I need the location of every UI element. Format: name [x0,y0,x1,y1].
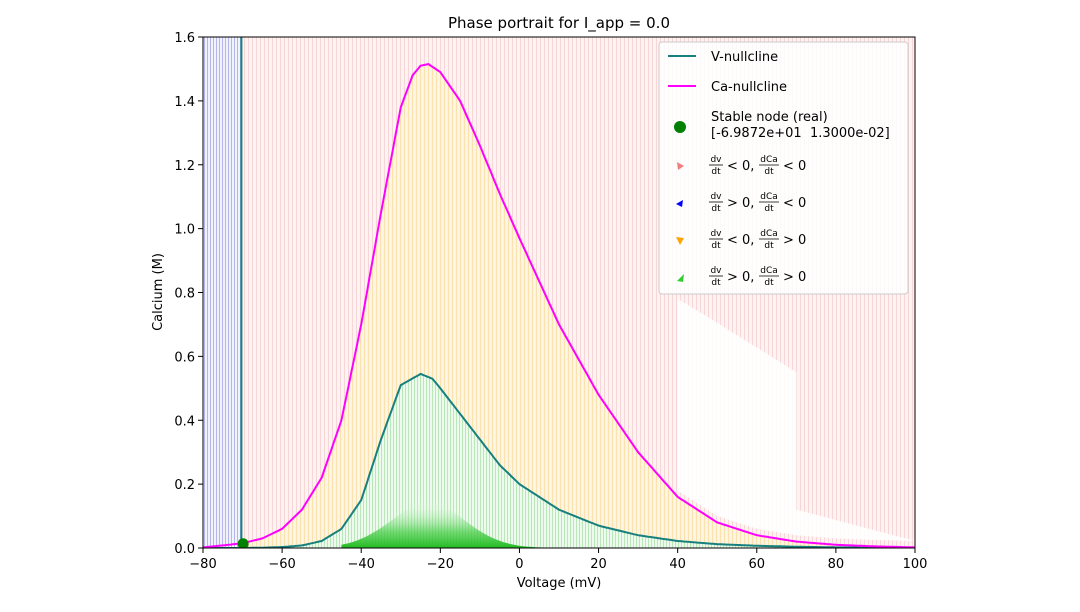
legend-r1-sign1: < 0, [727,159,754,174]
region-dv-pos-dca-neg [203,37,242,548]
sparse-field-gap [677,298,915,541]
legend-r2-dt1: dt [711,204,721,214]
legend-orange-arrow-icon [676,237,684,245]
legend-green-arrow-icon [677,274,684,282]
legend-r4-dt2: dt [764,278,774,288]
x-axis: −80 −60 −40 −20 0 20 40 60 80 100 [189,548,927,572]
legend-region-4: dv dt > 0, dCa dt > 0 [709,266,806,288]
legend-r3-dca: dCa [760,229,778,239]
legend-region-2: dv dt > 0, dCa dt < 0 [709,192,806,214]
legend-r4-sign2: > 0 [783,270,806,285]
legend-r3-dv: dv [710,229,722,239]
legend: V-nullcline Ca-nullcline Stable node (re… [658,41,909,295]
legend-box [658,41,909,295]
y-tick-label: 0.2 [174,478,195,493]
region-dv-pos-dca-pos [241,373,915,548]
x-tick-label: 0 [515,557,523,572]
y-tick-label: 1.6 [174,31,195,46]
legend-r1-sign2: < 0 [783,159,806,174]
legend-blue-arrow-icon [676,200,683,207]
x-tick-label: 100 [903,557,928,572]
y-tick-label: 1.2 [174,159,195,174]
legend-r3-dt2: dt [764,241,774,251]
legend-r1-dt1: dt [711,167,721,177]
region-dv-neg-dca-pos [242,64,915,548]
legend-v-nullcline-label: V-nullcline [711,50,778,65]
legend-r1-dt2: dt [764,167,774,177]
ca-nullcline-curve [203,63,915,548]
y-axis-label: Calcium (M) [151,253,166,331]
legend-r2-dt2: dt [764,204,774,214]
v-nullcline-curve [203,372,915,548]
legend-r1-dv: dv [710,155,722,165]
y-tick-label: 1.4 [174,95,195,110]
legend-r3-dt1: dt [711,241,721,251]
legend-r3-sign2: > 0 [783,233,806,248]
legend-r2-dca: dCa [760,192,778,202]
legend-r2-sign1: > 0, [727,196,754,211]
legend-r4-dv: dv [710,266,722,276]
legend-red-arrow-icon [677,162,684,170]
y-tick-label: 0.8 [174,287,195,302]
x-tick-label: −20 [427,557,454,572]
legend-ca-nullcline-label: Ca-nullcline [711,80,787,95]
region-green-dense-field [341,500,757,548]
chart-title: Phase portrait for I_app = 0.0 [448,14,670,33]
legend-r4-dca: dCa [760,266,778,276]
legend-region-1: dv dt < 0, dCa dt < 0 [709,155,806,177]
x-tick-label: 40 [669,557,686,572]
x-axis-label: Voltage (mV) [517,576,602,591]
y-tick-label: 0.4 [174,414,195,429]
legend-stable-node-marker [674,121,686,133]
x-tick-label: 80 [828,557,845,572]
x-tick-label: 60 [749,557,766,572]
x-tick-label: 20 [590,557,607,572]
legend-r2-sign2: < 0 [783,196,806,211]
legend-r1-dca: dCa [760,155,778,165]
y-tick-label: 1.0 [174,223,195,238]
legend-stable-node-label: Stable node (real) [711,110,828,125]
legend-stable-node-value: [-6.9872e+01 1.3000e-02] [711,126,890,141]
y-tick-label: 0.6 [174,350,195,365]
y-tick-label: 0.0 [174,542,195,557]
legend-r2-dv: dv [710,192,722,202]
legend-r4-dt1: dt [711,278,721,288]
legend-r3-sign1: < 0, [727,233,754,248]
y-axis: 0.0 0.2 0.4 0.6 0.8 1.0 1.2 1.4 1.6 [174,31,203,557]
x-tick-label: −40 [348,557,375,572]
legend-r4-sign1: > 0, [727,270,754,285]
x-tick-label: −60 [268,557,295,572]
legend-region-3: dv dt < 0, dCa dt > 0 [709,229,806,251]
stable-node-point [237,538,249,548]
x-tick-label: −80 [189,557,216,572]
